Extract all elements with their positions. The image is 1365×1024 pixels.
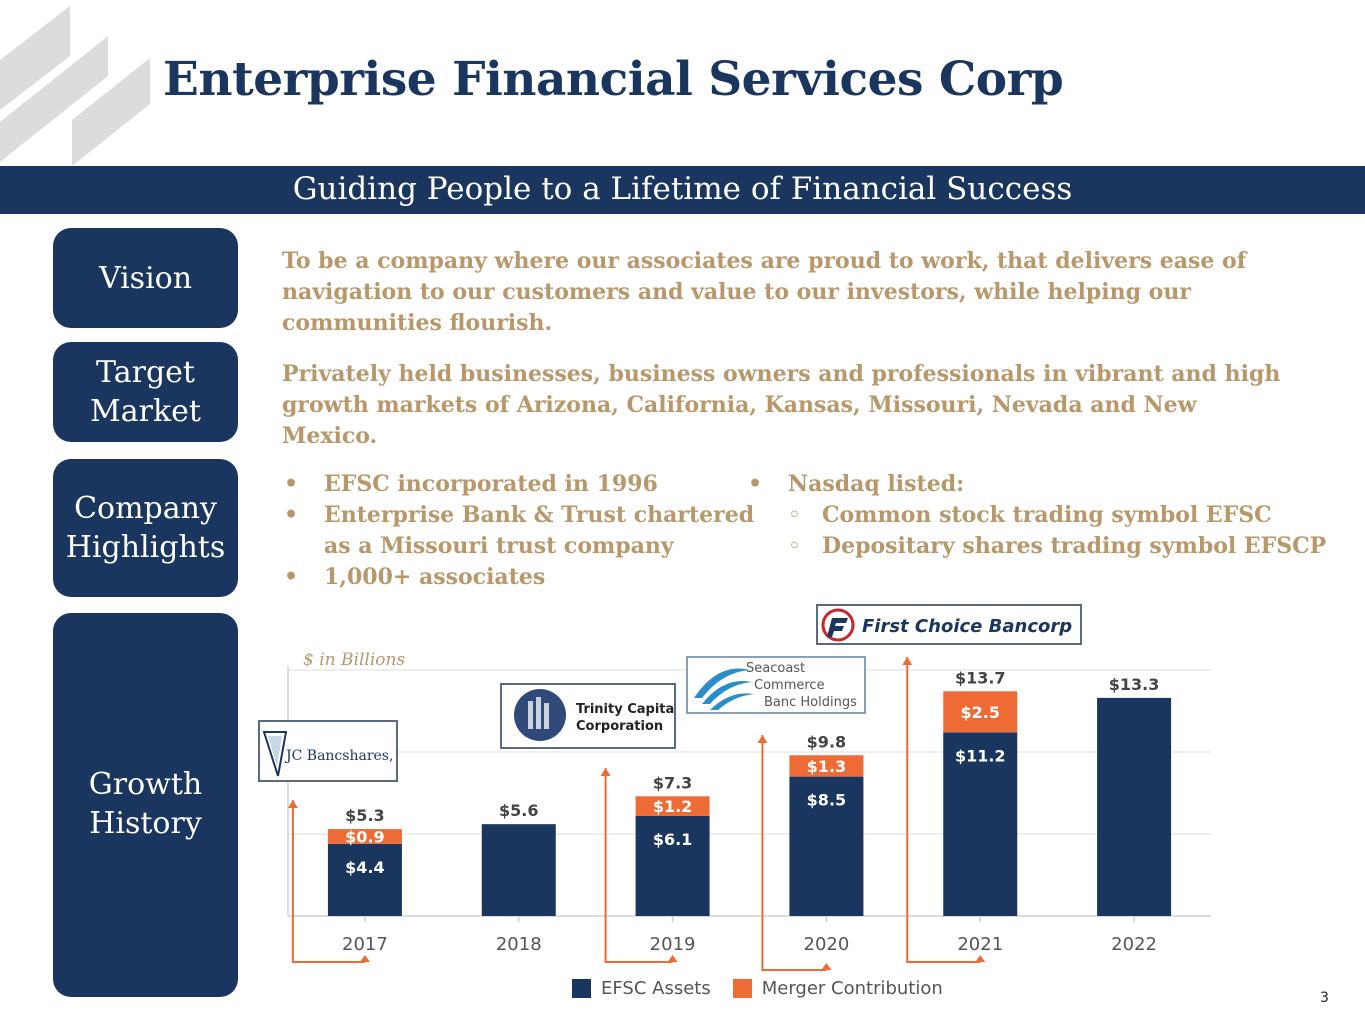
list-item: • 1,000+ associates [284,562,754,593]
page-number: 3 [1320,990,1329,1006]
trinity-logo-line2: Corporation [576,719,663,734]
jc-bancshares-logo: JC Bancshares, Inc. [258,720,425,782]
first-choice-emblem-icon [821,608,855,642]
vision-label-box: Vision [53,228,238,328]
growth-history-chart: $0.9 $4.4 $5.3 2017 $5.6 2018 $1.2 $6.1 $7.3 2019… [287,657,1211,971]
bar-merger-contribution-2017 [327,829,402,844]
highlights-left-list: • EFSC incorporated in 1996 • Enterprise B… [284,469,754,593]
data-label-efsc-2019: $6.1 [653,830,692,849]
x-tick-label-2017: 2017 [342,934,388,955]
acquisition-arrow-2017 [287,800,370,963]
bullet-icon: • [284,471,299,497]
chart-legend: EFSC Assets Merger Contribution [572,978,965,999]
legend-swatch [572,979,591,998]
seacoast-logo-line1: Seacoast [746,661,805,676]
bar-efsc-assets-2017 [327,843,402,916]
sub-bullet-icon: ◦ [788,534,801,559]
target-market-text: Privately held businesses, business owne… [282,361,1281,449]
bar-efsc-assets-2022 [1097,697,1172,916]
x-tick-label-2018: 2018 [496,934,542,955]
jc-bancshares-emblem-icon: JC Bancshares, Inc. [262,731,425,777]
data-label-merger-2017: $0.9 [345,827,384,846]
seacoast-commerce-logo: Seacoast Commerce Banc Holdings [686,656,866,714]
data-label-total-2018: $5.6 [499,801,538,820]
bar-merger-contribution-2021 [943,691,1018,733]
acquisition-arrow-2019 [600,768,678,963]
data-label-total-2020: $9.8 [807,732,846,751]
data-label-total-2021: $13.7 [955,668,1006,687]
target-market-label-box: Target Market [53,342,238,442]
vision-label: Vision [98,260,193,296]
bar-merger-contribution-2020 [789,755,864,777]
data-label-efsc-2021: $11.2 [955,746,1006,765]
brand-stripes-graphic [0,6,150,166]
growth-label-line1: Growth [88,767,203,802]
bar-merger-contribution-2019 [635,796,710,816]
seacoast-logo-line2: Commerce [754,678,825,693]
data-label-total-2022: $13.3 [1109,675,1160,694]
highlights-label-box: Company Highlights [53,459,238,597]
bullet-icon: • [284,564,299,590]
trinity-logo-line1: Trinity Capital [576,702,674,717]
sub-list-item: ◦ Depositary shares trading symbol EFSCP [748,531,1326,562]
x-tick-label-2022: 2022 [1111,934,1157,955]
bar-efsc-assets-2021 [943,732,1018,916]
list-item: • Enterprise Bank & Trust chartered [284,500,754,531]
data-label-efsc-2017: $4.4 [345,858,384,877]
first-choice-logo-text: First Choice Bancorp [862,616,1072,637]
highlights-right-list: • Nasdaq listed: ◦ Common stock trading sy… [748,469,1326,562]
tagline-band [0,166,1365,214]
trinity-capital-logo: Trinity Capital Corporation [500,683,679,749]
first-choice-logo: First Choice Bancorp [816,604,1082,645]
bullet-icon: • [748,471,763,497]
tagline: Guiding People to a Lifetime of Financia… [292,171,1073,207]
acquisition-arrow-2021 [902,657,986,963]
bullet-icon: • [284,502,299,528]
x-tick-label-2019: 2019 [650,934,696,955]
target-market-label-line2: Market [90,394,201,429]
bar-efsc-assets-2020 [789,776,864,916]
vision-text: To be a company where our associates are… [282,248,1247,336]
sub-list-item: ◦ Common stock trading symbol EFSC [748,500,1326,531]
acquisition-arrow-2020 [757,735,832,971]
data-label-total-2017: $5.3 [345,806,384,825]
page-title: Enterprise Financial Services Corp [163,52,1064,107]
list-item: • Nasdaq listed: [748,469,1326,500]
growth-label-box: Growth History [53,613,238,997]
growth-label-line2: History [89,806,202,841]
seacoast-wave-icon [694,668,754,710]
legend-item-merger-contribution: Merger Contribution [732,978,943,999]
data-label-merger-2021: $2.5 [961,703,1000,722]
jc-bancshares-logo-text: JC Bancshares, Inc. [284,748,396,764]
data-label-merger-2020: $1.3 [807,757,846,776]
legend-item-efsc-assets: EFSC Assets [572,978,711,999]
chart-units-note: $ in Billions [303,650,406,670]
x-tick-label-2021: 2021 [957,934,1003,955]
data-label-efsc-2020: $8.5 [807,791,846,810]
data-label-total-2019: $7.3 [653,773,692,792]
highlights-label-line1: Company [74,491,217,526]
bar-efsc-assets-2019 [635,815,710,916]
highlights-label-line2: Highlights [65,530,226,565]
target-market-label-line1: Target [96,355,195,390]
x-tick-label-2020: 2020 [804,934,850,955]
bar-efsc-assets-2018 [481,824,556,916]
sub-bullet-icon: ◦ [788,503,801,528]
list-item-continuation: as a Missouri trust company [324,533,674,559]
data-label-merger-2019: $1.2 [653,797,692,816]
seacoast-logo-line3: Banc Holdings [764,695,857,710]
list-item: • EFSC incorporated in 1996 [284,469,754,500]
legend-swatch [732,979,752,998]
